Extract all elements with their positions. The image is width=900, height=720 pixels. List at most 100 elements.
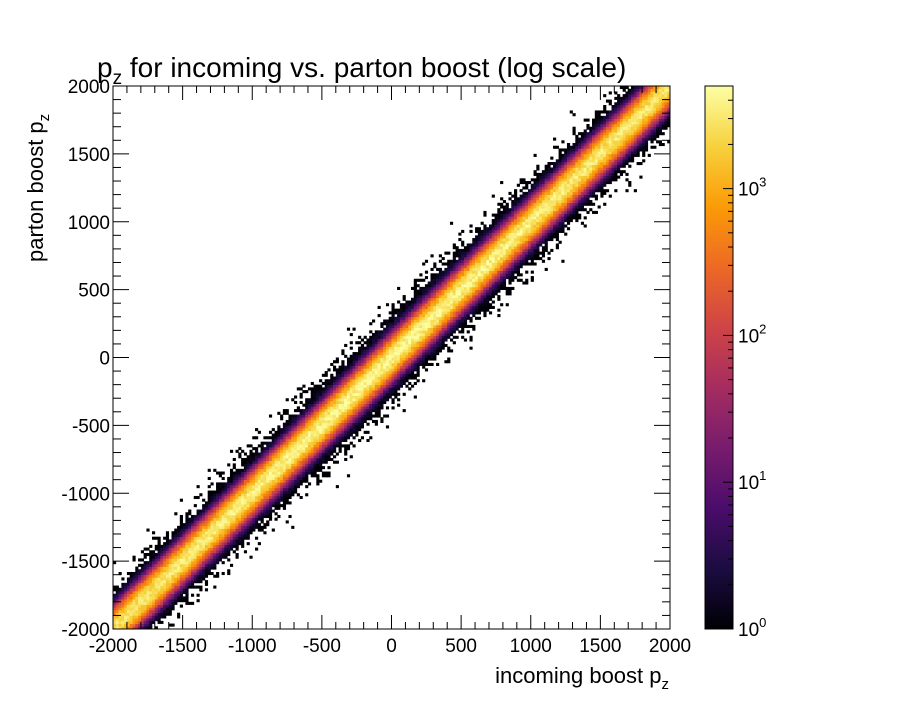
- heatmap-cell: [221, 550, 225, 554]
- heatmap-cell: [502, 259, 507, 263]
- heatmap-cell: [533, 229, 537, 233]
- heatmap-cell: [213, 468, 217, 472]
- heatmap-cell: [388, 381, 392, 385]
- heatmap-cell: [204, 523, 209, 527]
- heatmap-cell: [508, 262, 512, 266]
- heatmap-cell: [522, 235, 526, 239]
- heatmap-cell: [402, 333, 406, 337]
- heatmap-cell: [374, 409, 378, 413]
- heatmap-cell: [411, 305, 415, 309]
- heatmap-cell: [374, 373, 378, 377]
- heatmap-cell: [232, 471, 236, 475]
- heatmap-cell: [511, 227, 515, 231]
- heatmap-cell: [553, 186, 557, 190]
- heatmap-cell: [477, 303, 481, 307]
- heatmap-cell: [157, 610, 161, 614]
- heatmap-cell: [165, 574, 170, 578]
- heatmap-cell: [352, 409, 356, 413]
- heatmap-cell: [260, 455, 264, 459]
- heatmap-cell: [224, 504, 228, 508]
- heatmap-cell: [358, 414, 362, 418]
- heatmap-cell: [188, 566, 192, 570]
- heatmap-cell: [455, 311, 459, 315]
- heatmap-cell: [294, 476, 298, 481]
- heatmap-cell: [146, 561, 150, 565]
- heatmap-cell: [416, 338, 420, 342]
- heatmap-cell: [366, 438, 370, 443]
- heatmap-cell: [444, 292, 448, 296]
- heatmap-cell: [472, 262, 476, 266]
- heatmap-cell: [508, 238, 512, 242]
- heatmap-cell: [411, 338, 415, 342]
- heatmap-cell: [449, 270, 454, 274]
- heatmap-cell: [458, 308, 462, 312]
- heatmap-cell: [235, 495, 239, 500]
- heatmap-cell: [397, 349, 401, 353]
- heatmap-cell: [436, 335, 440, 339]
- heatmap-cell: [151, 590, 156, 595]
- heatmap-cell: [338, 400, 342, 404]
- heatmap-cell: [374, 357, 378, 361]
- heatmap-cell: [427, 286, 431, 290]
- heatmap-cell: [179, 552, 183, 557]
- heatmap-cell: [321, 417, 326, 421]
- heatmap-cell: [124, 615, 128, 619]
- heatmap-cell: [216, 525, 220, 529]
- heatmap-cell: [466, 243, 470, 247]
- heatmap-cell: [168, 585, 172, 589]
- heatmap-cell: [536, 183, 540, 187]
- heatmap-cell: [555, 186, 559, 190]
- heatmap-cell: [547, 170, 551, 174]
- heatmap-cell: [550, 178, 554, 182]
- heatmap-cell: [491, 305, 495, 309]
- heatmap-cell: [202, 504, 206, 508]
- heatmap-cell: [469, 289, 473, 293]
- heatmap-cell: [500, 286, 504, 290]
- heatmap-cell: [182, 528, 186, 532]
- heatmap-cell: [124, 610, 128, 614]
- heatmap-cell: [305, 444, 309, 448]
- heatmap-cell: [536, 221, 540, 225]
- heatmap-cell: [321, 433, 326, 437]
- heatmap-cell: [271, 466, 275, 470]
- heatmap-cell: [449, 319, 454, 323]
- heatmap-cell: [165, 547, 170, 551]
- heatmap-cell: [363, 390, 367, 394]
- heatmap-cell: [238, 520, 242, 524]
- heatmap-cell: [374, 414, 378, 418]
- heatmap-cell: [241, 485, 245, 489]
- heatmap-cell: [140, 588, 144, 592]
- heatmap-cell: [511, 254, 515, 258]
- heatmap-cell: [536, 186, 540, 190]
- heatmap-cell: [533, 251, 537, 255]
- heatmap-cell: [282, 490, 287, 494]
- heatmap-cell: [522, 219, 526, 223]
- heatmap-cell: [165, 604, 170, 608]
- heatmap-cell: [377, 406, 381, 410]
- heatmap-cell: [422, 292, 426, 296]
- heatmap-cell: [463, 305, 468, 309]
- heatmap-cell: [305, 438, 309, 443]
- heatmap-cell: [355, 381, 359, 385]
- heatmap-cell: [171, 588, 175, 592]
- heatmap-cell: [113, 593, 117, 597]
- heatmap-cell: [553, 137, 557, 141]
- heatmap-cell: [124, 593, 128, 597]
- heatmap-cell: [182, 533, 186, 538]
- heatmap-cell: [149, 552, 153, 557]
- heatmap-cell: [310, 411, 314, 415]
- heatmap-cell: [416, 311, 420, 315]
- heatmap-cell: [527, 235, 532, 239]
- heatmap-cell: [266, 468, 270, 472]
- heatmap-cell: [405, 379, 409, 383]
- heatmap-cell: [483, 224, 487, 228]
- heatmap-cell: [486, 303, 490, 307]
- heatmap-cell: [441, 273, 445, 277]
- heatmap-cell: [227, 539, 231, 543]
- heatmap-cell: [160, 596, 164, 600]
- heatmap-cell: [502, 284, 507, 288]
- heatmap-cell: [324, 436, 328, 440]
- heatmap-cell: [335, 376, 339, 380]
- heatmap-cell: [196, 495, 200, 500]
- heatmap-cell: [149, 577, 153, 581]
